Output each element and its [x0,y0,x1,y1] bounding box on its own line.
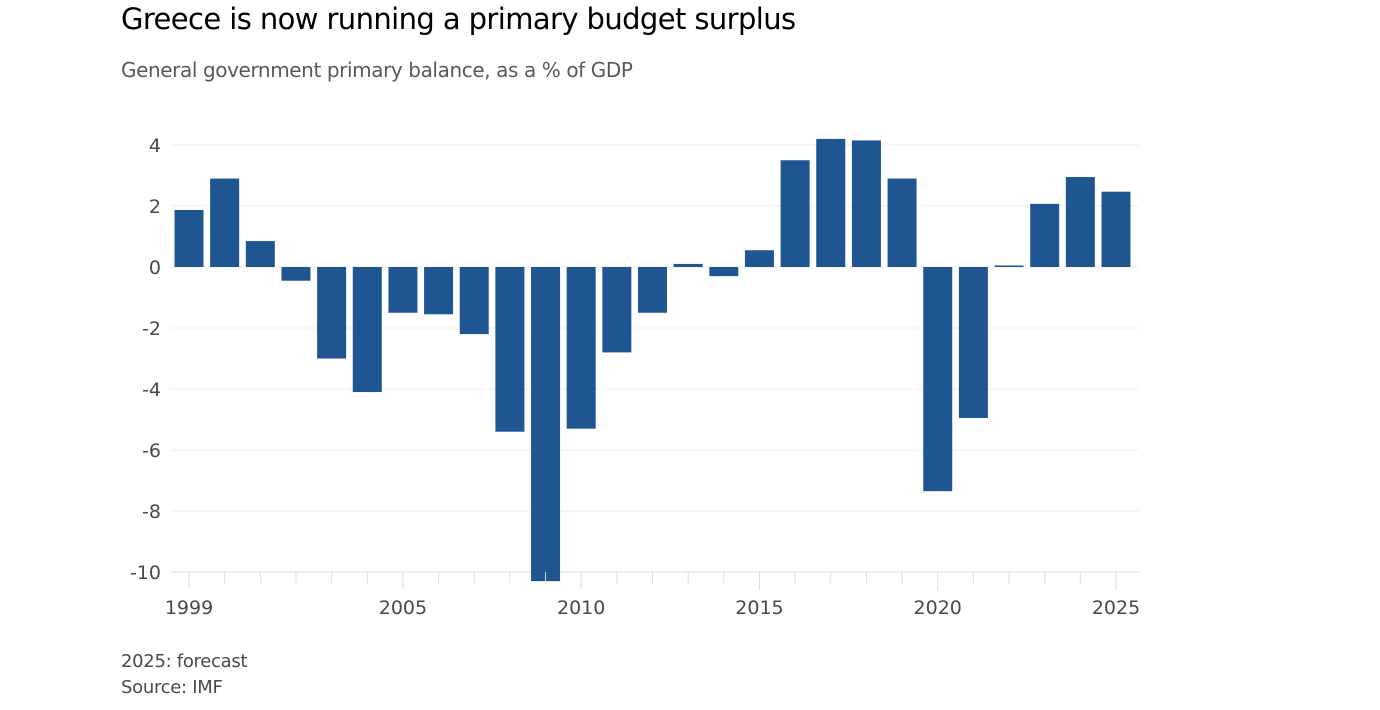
x-tick-label: 2015 [735,597,783,619]
bar-2024 [1065,177,1095,267]
bar-2001 [245,241,275,267]
y-tick-label: 2 [149,196,161,218]
bar-2004 [352,267,382,393]
y-tick-label: -4 [142,379,161,401]
chart-subtitle: General government primary balance, as a… [121,58,633,82]
bar-2006 [424,267,454,315]
bar-2002 [281,267,311,281]
bar-1999 [174,209,204,267]
bar-2010 [566,267,596,429]
bar-2018 [851,140,881,267]
x-tick-label: 1999 [165,597,213,619]
x-tick-label: 2010 [557,597,605,619]
bar-2016 [780,160,810,267]
bar-2017 [816,138,846,267]
y-tick-label: -6 [142,440,161,462]
y-tick-label: -10 [130,562,161,584]
x-tick-label: 2020 [914,597,962,619]
x-tick-label: 2005 [379,597,427,619]
footnote: 2025: forecast [121,651,248,672]
bar-2011 [602,267,632,353]
y-tick-label: 4 [149,135,161,157]
bar-2019 [887,178,917,267]
bar-2003 [317,267,347,359]
bar-2015 [744,250,774,267]
bar-2013 [673,263,703,267]
source-note: Source: IMF [121,677,223,698]
bar-2009 [531,267,561,582]
bar-2007 [459,267,489,335]
bar-2020 [923,267,953,492]
bar-2021 [958,267,988,418]
bar-2012 [638,267,667,313]
y-tick-label: 0 [149,257,161,279]
bar-2008 [495,267,525,432]
bar-2014 [709,267,739,277]
bar-2025 [1101,191,1131,267]
bar-2023 [1030,203,1060,267]
bar-2000 [210,178,240,267]
chart-title: Greece is now running a primary budget s… [121,2,796,36]
y-tick-label: -8 [142,501,161,523]
y-tick-label: -2 [142,318,161,340]
bar-2005 [388,267,418,313]
bar-2022 [994,265,1024,267]
x-tick-label: 2025 [1092,597,1140,619]
